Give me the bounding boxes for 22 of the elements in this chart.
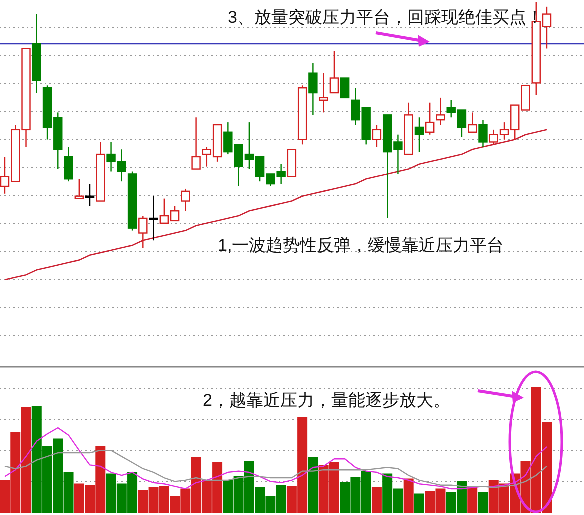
- bar: [372, 488, 382, 514]
- candlestick: [330, 50, 340, 94]
- candlestick: [308, 62, 318, 116]
- annotation: 3、放量突破压力平台，回踩现绝佳买点！: [228, 8, 544, 27]
- candlestick: [468, 112, 478, 133]
- candlestick: [340, 78, 350, 99]
- bar: [308, 458, 318, 514]
- bar: [478, 492, 488, 514]
- candlestick: [319, 72, 328, 114]
- candlestick: [64, 146, 74, 182]
- candlestick: [372, 124, 382, 148]
- candlestick: [414, 117, 424, 153]
- candlestick: [181, 188, 190, 212]
- annotation: 2，越靠近压力，量能逐步放大。: [203, 391, 450, 410]
- bar: [404, 478, 414, 514]
- candlestick: [478, 119, 488, 148]
- bar: [468, 486, 478, 514]
- candlestick: [192, 117, 201, 170]
- bar: [414, 494, 424, 514]
- candlestick: [426, 102, 435, 136]
- annotation: 1,一波趋势性反弹，缓慢靠近压力平台: [218, 236, 504, 255]
- candlestick: [436, 97, 446, 126]
